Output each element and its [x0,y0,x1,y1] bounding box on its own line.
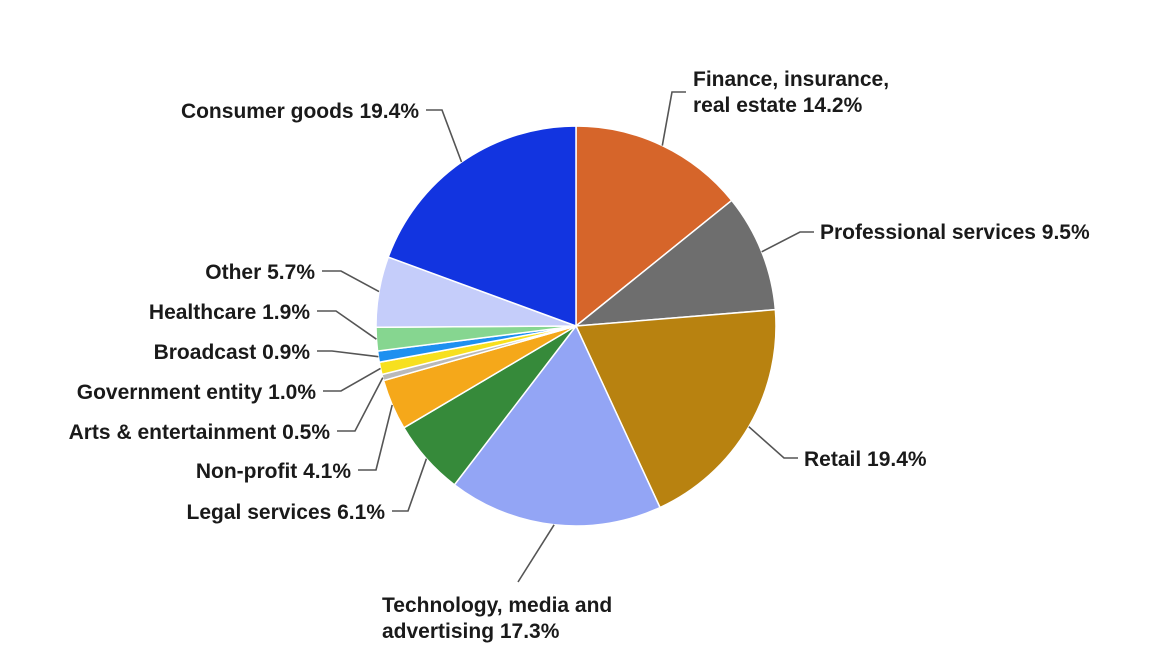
label-leader-lines [317,91,814,583]
label-arts-and-entertainment: Arts & entertainment 0.5% [69,421,331,444]
label-retail: Retail 19.4% [804,448,927,471]
label-legal-services: Legal services 6.1% [187,501,386,524]
slice-labels: Finance, insurance, real estate 14.2% Prof… [69,68,1090,643]
pie-slices [375,125,777,527]
label-line: Legal services 6.1% [187,501,386,524]
label-line: Healthcare 1.9% [149,301,310,324]
label-line: Consumer goods 19.4% [181,100,419,123]
label-line: Retail 19.4% [804,448,927,471]
leader-healthcare [317,310,377,340]
leader-consumer-goods [426,109,463,163]
slice-consumer-goods [387,125,577,328]
label-broadcast: Broadcast 0.9% [154,341,311,364]
slice-technology-media-and-advertising [453,324,662,527]
label-other: Other 5.7% [205,261,315,284]
label-line: Government entity 1.0% [77,381,317,404]
label-line: Other 5.7% [205,261,315,284]
label-line: advertising 17.3% [382,620,560,643]
leader-other [322,270,380,293]
label-healthcare: Healthcare 1.9% [149,301,310,324]
label-line: Technology, media and [382,594,612,617]
leader-government-entity [323,367,381,392]
label-line: Finance, insurance, [693,68,889,91]
label-line: Broadcast 0.9% [154,341,311,364]
label-line: Arts & entertainment 0.5% [69,421,331,444]
leader-non-profit [358,404,393,471]
leader-legal-services [392,458,428,512]
leader-professional-services [761,231,814,253]
label-professional-services: Professional services 9.5% [820,221,1090,244]
label-line: real estate 14.2% [693,94,863,117]
label-non-profit: Non-profit 4.1% [196,460,351,483]
slice-professional-services [573,199,777,327]
label-technology-media-and-advertising: Technology, media and advertising 17.3% [382,594,612,643]
leader-finance-insurance-real-estate [661,91,686,146]
slice-retail [574,308,777,509]
leader-technology-media-and-advertising [517,524,555,583]
leader-broadcast [317,350,379,358]
leader-retail [748,426,798,459]
label-line: Non-profit 4.1% [196,460,351,483]
label-consumer-goods: Consumer goods 19.4% [181,100,419,123]
label-government-entity: Government entity 1.0% [77,381,317,404]
label-finance-insurance-real-estate: Finance, insurance, real estate 14.2% [693,68,889,117]
label-line: Professional services 9.5% [820,221,1090,244]
leader-arts-and-entertainment [337,377,384,432]
